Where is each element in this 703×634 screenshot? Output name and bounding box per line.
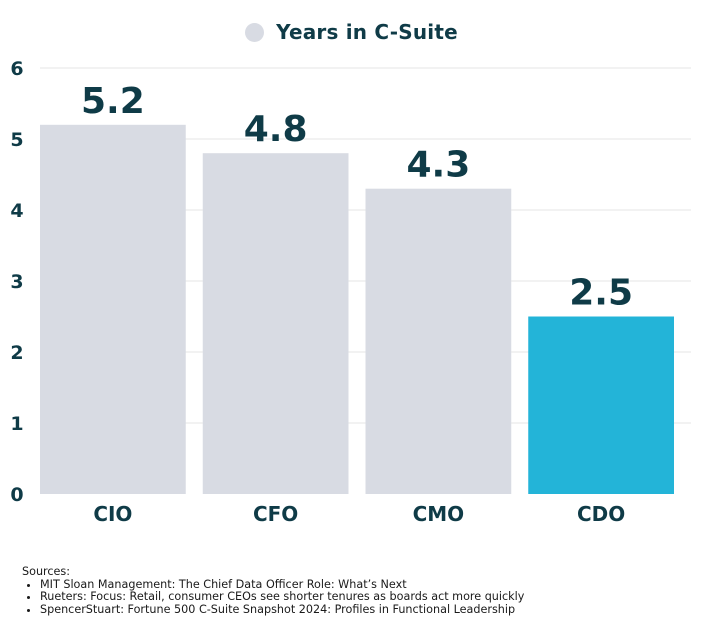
bar-cmo	[365, 188, 512, 494]
bar-cfo	[202, 153, 349, 494]
y-tick-label: 5	[10, 129, 23, 151]
y-tick-label: 4	[10, 200, 23, 222]
x-tick-label: CDO	[577, 502, 625, 526]
bars	[40, 124, 674, 495]
sources-list: MIT Sloan Management: The Chief Data Off…	[22, 578, 682, 617]
bar-chart: 5.2 4.8 4.3 2.5 0 1 2 3 4 5 6 CIO CFO CMO CDO	[10, 58, 691, 526]
sources-heading: Sources:	[22, 565, 71, 578]
sources-block: Sources: MIT Sloan Management: The Chief…	[22, 565, 682, 617]
source-item: MIT Sloan Management: The Chief Data Off…	[40, 578, 682, 592]
source-item: Rueters: Focus: Retail, consumer CEOs se…	[40, 590, 682, 604]
y-tick-label: 3	[10, 271, 23, 293]
x-tick-label: CMO	[413, 502, 465, 526]
x-tick-label: CFO	[253, 502, 298, 526]
x-tick-label: CIO	[93, 502, 132, 526]
bar-cdo	[528, 316, 674, 494]
data-label: 4.3	[406, 145, 470, 186]
y-axis-ticks: 0 1 2 3 4 5 6	[10, 58, 23, 506]
y-tick-label: 6	[10, 58, 23, 80]
y-tick-label: 0	[10, 484, 23, 506]
data-label: 5.2	[81, 81, 145, 122]
y-tick-label: 1	[10, 413, 23, 435]
data-labels: 5.2 4.8 4.3 2.5	[81, 81, 633, 314]
y-tick-label: 2	[10, 342, 23, 364]
bar-cio	[40, 124, 186, 495]
x-axis-ticks: CIO CFO CMO CDO	[93, 502, 625, 526]
data-label: 2.5	[569, 273, 633, 314]
data-label: 4.8	[244, 109, 308, 150]
source-item: SpencerStuart: Fortune 500 C-Suite Snaps…	[40, 603, 682, 617]
